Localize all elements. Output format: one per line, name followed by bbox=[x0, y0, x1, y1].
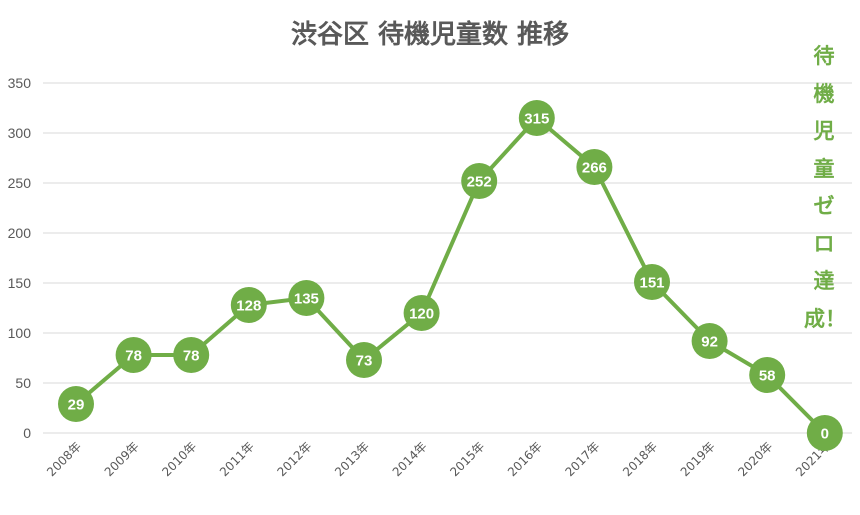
data-point bbox=[288, 280, 325, 316]
data-point bbox=[691, 323, 728, 359]
data-label: 120 bbox=[409, 306, 434, 323]
data-point bbox=[115, 337, 152, 373]
x-tick-label: 2012年 bbox=[275, 439, 315, 479]
data-label: 266 bbox=[582, 160, 607, 177]
x-axis-tick-labels: 2008年 2009年 2010年 2011年 2012年 2013年 2014年 2015年… bbox=[44, 439, 833, 479]
x-tick-label: 2010年 bbox=[159, 439, 199, 479]
data-point bbox=[403, 295, 440, 331]
x-tick-label: 2016年 bbox=[505, 439, 545, 479]
data-label: 78 bbox=[183, 348, 200, 365]
data-label: 58 bbox=[759, 368, 776, 385]
x-tick-label: 2009年 bbox=[102, 439, 142, 479]
y-tick-label: 0 bbox=[23, 425, 31, 441]
data-label: 78 bbox=[125, 348, 142, 365]
data-label: 128 bbox=[236, 298, 261, 315]
data-label: 92 bbox=[701, 334, 718, 351]
x-tick-label: 2019年 bbox=[678, 439, 718, 479]
data-label: 252 bbox=[467, 174, 492, 191]
chart-title: 渋谷区 待機児童数 推移 bbox=[290, 20, 570, 50]
annotation-text: 待機児童ゼロ達成！ bbox=[804, 44, 846, 331]
y-tick-label: 100 bbox=[8, 325, 32, 341]
y-tick-label: 300 bbox=[8, 125, 32, 141]
data-point bbox=[806, 415, 843, 451]
data-point bbox=[173, 337, 210, 373]
data-label: 73 bbox=[356, 353, 373, 370]
x-tick-label: 2020年 bbox=[735, 439, 775, 479]
x-tick-label: 2011年 bbox=[217, 439, 257, 479]
data-point bbox=[518, 100, 555, 136]
data-point bbox=[576, 149, 613, 185]
data-label: 0 bbox=[821, 426, 829, 443]
data-label: 151 bbox=[639, 275, 664, 292]
x-tick-label: 2013年 bbox=[332, 439, 372, 479]
data-point bbox=[749, 357, 786, 393]
y-tick-label: 50 bbox=[15, 375, 31, 391]
x-tick-label: 2008年 bbox=[44, 439, 84, 479]
series-polyline bbox=[74, 116, 827, 435]
x-tick-label: 2015年 bbox=[447, 439, 487, 479]
data-label: 29 bbox=[68, 397, 85, 414]
gridlines bbox=[43, 82, 852, 434]
series-line bbox=[74, 116, 827, 435]
data-label: 135 bbox=[294, 291, 319, 308]
data-point bbox=[461, 163, 498, 199]
y-tick-label: 200 bbox=[8, 225, 32, 241]
data-point bbox=[58, 386, 94, 422]
data-points: 29 78 78 128 135 73 120 252 315 266 151 92 58 0 bbox=[58, 100, 843, 451]
y-tick-label: 150 bbox=[8, 275, 32, 291]
x-tick-label: 2017年 bbox=[563, 439, 603, 479]
y-axis-tick-labels: 0 50 100 150 200 250 300 350 bbox=[8, 75, 32, 441]
data-point bbox=[230, 287, 267, 323]
data-point bbox=[634, 264, 670, 300]
data-point bbox=[346, 342, 382, 378]
x-tick-label: 2018年 bbox=[620, 439, 660, 479]
data-label: 315 bbox=[524, 111, 549, 128]
y-tick-label: 350 bbox=[8, 75, 32, 91]
y-tick-label: 250 bbox=[8, 175, 32, 191]
x-tick-label: 2014年 bbox=[390, 439, 430, 479]
